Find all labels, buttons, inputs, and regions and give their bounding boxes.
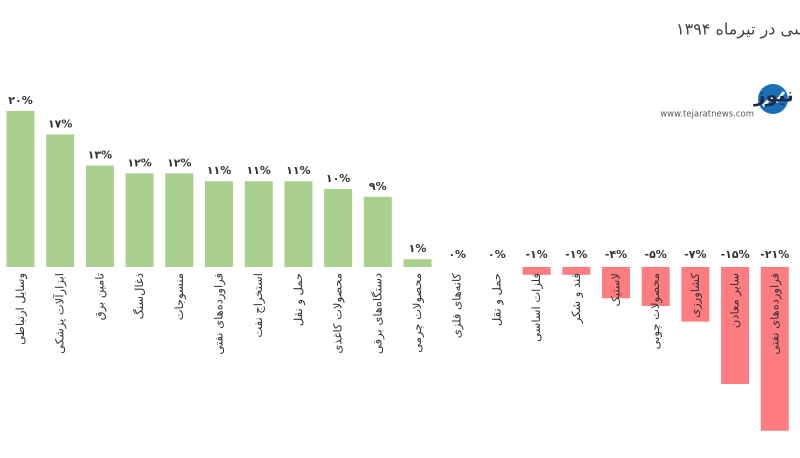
bar — [125, 173, 154, 267]
bar — [85, 165, 114, 267]
value-label: ۱۳% — [88, 149, 112, 162]
bar — [522, 267, 551, 275]
x-tick-label: حمل و نقل — [291, 273, 306, 326]
bar — [205, 181, 233, 267]
bar — [324, 189, 353, 267]
bar — [760, 267, 789, 431]
chart-title: مقایسه پربازده ترین و زیانده ترین صنایع … — [676, 20, 800, 40]
x-tick-label: فلزات اساسی — [529, 273, 544, 342]
x-tick-label: قند و شکر — [569, 273, 584, 324]
value-label: ۱۷% — [48, 117, 72, 130]
logo-arrow — [761, 91, 786, 108]
x-tick-label: کشاورزی — [688, 272, 703, 317]
value-label: ۱۱% — [286, 164, 310, 177]
bar — [46, 134, 75, 267]
value-label: -۲۱% — [760, 248, 789, 261]
x-tick-label: لاستیک — [609, 273, 623, 306]
value-label: ۱۱% — [207, 164, 231, 177]
bar — [562, 267, 591, 275]
x-tick-label: فراورده‌های نفتی — [767, 273, 782, 355]
value-label: ۱۲% — [167, 156, 191, 169]
x-tick-label: ذغال‌سنگ — [132, 273, 146, 319]
value-label: -۱۵% — [721, 248, 750, 261]
value-label: -۴% — [605, 248, 627, 261]
value-label: ۱۰% — [326, 172, 350, 185]
x-tick-label: استخراج نفت — [251, 273, 266, 338]
value-label: ۱۱% — [246, 164, 270, 177]
value-label: ۲۰% — [8, 94, 32, 107]
x-tick-label: سایر معادن — [728, 273, 743, 328]
value-label: -۱% — [525, 248, 547, 261]
x-tick-label: حمل و نقل — [489, 273, 504, 326]
x-tick-label: فراورده‌های نفتی — [212, 273, 227, 355]
bar — [284, 181, 313, 267]
x-tick-label: تامین برق — [92, 273, 107, 320]
value-label: -۷% — [684, 248, 706, 261]
bar — [681, 267, 710, 322]
value-label: -۱% — [565, 248, 587, 261]
x-tick-label: محصولات کاغذی — [331, 273, 346, 354]
bar — [363, 196, 392, 267]
logo-url: www.tejaratnews.com — [660, 110, 754, 120]
value-label: ۱۲% — [127, 156, 151, 169]
value-label: ۰% — [488, 248, 506, 261]
bar — [403, 259, 432, 267]
x-tick-label: ابزارآلات پزشکی — [53, 273, 68, 354]
bar — [721, 267, 750, 384]
x-tick-label: وسایل ارتباطی — [13, 273, 28, 345]
x-tick-label: منسوجات — [172, 273, 187, 320]
bar — [165, 173, 194, 267]
logo: تجارت نیوز www.tejaratnews.com — [660, 83, 800, 120]
bar — [641, 267, 670, 306]
bar — [244, 181, 273, 267]
value-label: ۰% — [448, 248, 466, 261]
logo-name: تجارت نیوز — [753, 83, 800, 107]
x-tick-label: دستگاه‌های برقی — [370, 273, 385, 354]
value-label: ۹% — [369, 180, 387, 193]
x-tick-label: کانه‌های فلزی — [450, 272, 465, 338]
bar — [6, 111, 35, 267]
value-label: -۵% — [645, 248, 667, 261]
x-tick-label: محصولات چرمی — [410, 273, 425, 353]
x-tick-label: محصولات چوبی — [648, 273, 663, 349]
bar — [602, 267, 630, 299]
value-label: ۱% — [409, 242, 427, 255]
